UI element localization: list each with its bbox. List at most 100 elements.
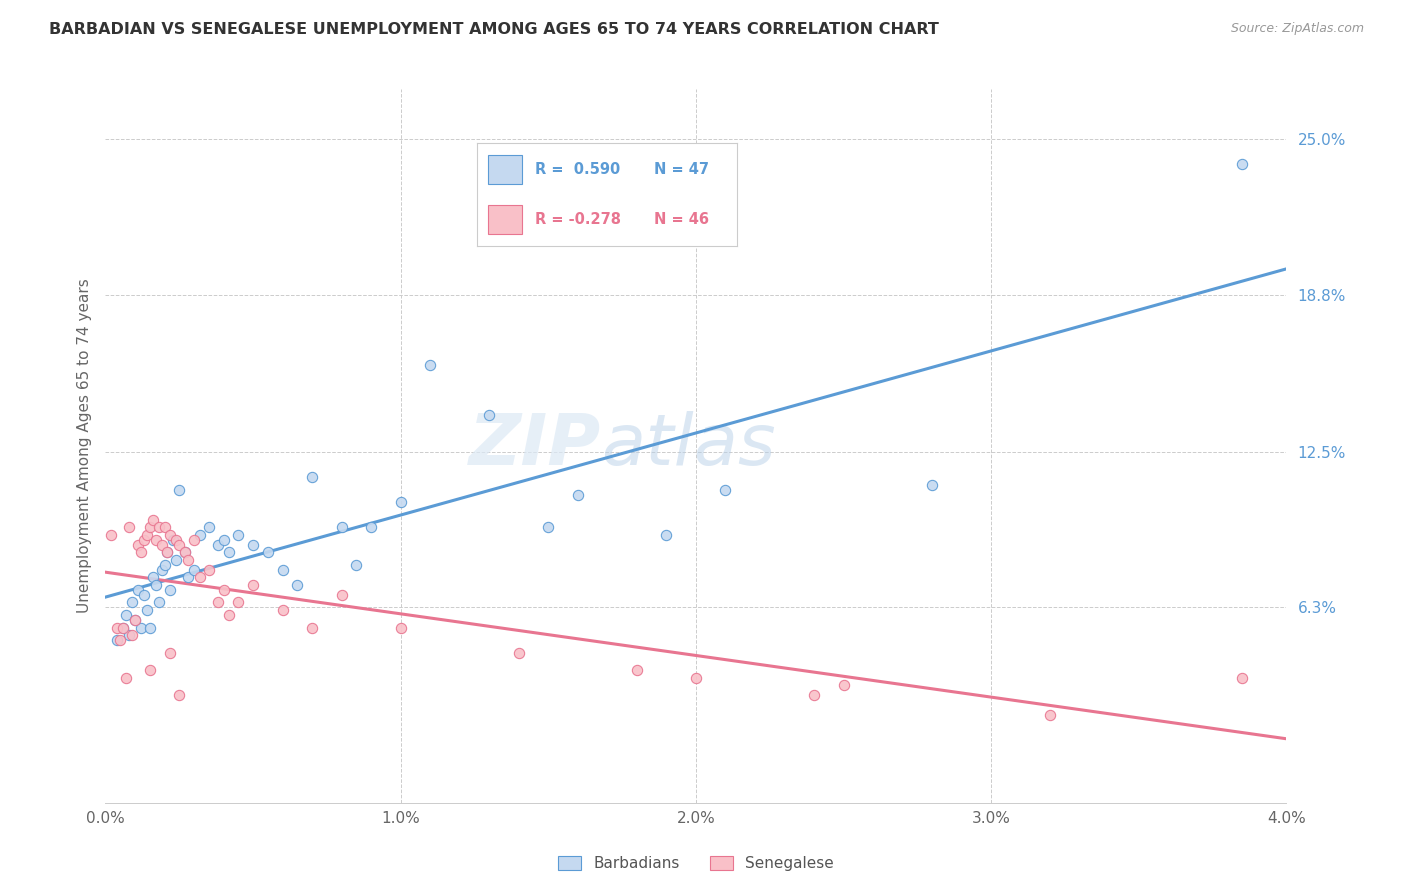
Point: [271, 603, 294, 617]
Point: [177, 570, 200, 584]
Point: [150, 538, 173, 552]
Point: [159, 582, 181, 597]
Point: [118, 520, 141, 534]
Point: [138, 621, 162, 635]
Point: [197, 520, 219, 534]
Point: [212, 582, 235, 597]
Point: [124, 613, 146, 627]
Point: [174, 545, 197, 559]
Point: [207, 595, 229, 609]
Point: [174, 545, 197, 559]
Point: [832, 678, 855, 692]
Point: [135, 528, 157, 542]
Point: [218, 607, 240, 622]
FancyBboxPatch shape: [488, 155, 522, 184]
Point: [132, 533, 155, 547]
Point: [142, 570, 165, 584]
Point: [228, 528, 250, 542]
Text: N = 46: N = 46: [654, 211, 709, 227]
Point: [207, 538, 229, 552]
Point: [105, 633, 128, 648]
Point: [218, 545, 240, 559]
Point: [169, 483, 191, 497]
Point: [153, 558, 176, 572]
Point: [508, 646, 530, 660]
Point: [242, 578, 264, 592]
Point: [567, 488, 589, 502]
Point: [124, 613, 146, 627]
Point: [112, 621, 135, 635]
Point: [183, 563, 205, 577]
Point: [330, 588, 353, 602]
Point: [1039, 708, 1062, 723]
Point: [110, 633, 132, 648]
Point: [145, 533, 167, 547]
Point: [138, 663, 162, 677]
Point: [100, 528, 122, 542]
Point: [121, 628, 143, 642]
Point: [257, 545, 280, 559]
Point: [165, 553, 187, 567]
Point: [145, 578, 167, 592]
Point: [419, 358, 441, 372]
Point: [330, 520, 353, 534]
Point: [159, 646, 181, 660]
Point: [714, 483, 737, 497]
Point: [150, 563, 173, 577]
Point: [228, 595, 250, 609]
Point: [142, 513, 165, 527]
Point: [271, 563, 294, 577]
Point: [121, 595, 143, 609]
Text: ZIP: ZIP: [470, 411, 602, 481]
Point: [301, 470, 323, 484]
Y-axis label: Unemployment Among Ages 65 to 74 years: Unemployment Among Ages 65 to 74 years: [76, 278, 91, 614]
Point: [127, 538, 149, 552]
Point: [177, 553, 200, 567]
Point: [360, 520, 382, 534]
Point: [115, 671, 138, 685]
Point: [162, 533, 184, 547]
Point: [655, 528, 678, 542]
Point: [197, 563, 219, 577]
Point: [188, 528, 211, 542]
Point: [389, 495, 412, 509]
Point: [183, 533, 205, 547]
Point: [129, 545, 152, 559]
Point: [159, 528, 181, 542]
Point: [169, 688, 191, 702]
Point: [127, 582, 149, 597]
Point: [537, 520, 560, 534]
Point: [921, 478, 943, 492]
Text: R = -0.278: R = -0.278: [534, 211, 620, 227]
Text: Source: ZipAtlas.com: Source: ZipAtlas.com: [1230, 22, 1364, 36]
Point: [148, 595, 170, 609]
Point: [132, 588, 155, 602]
Point: [242, 538, 264, 552]
Point: [153, 520, 176, 534]
Point: [138, 520, 162, 534]
Point: [685, 671, 707, 685]
Point: [212, 533, 235, 547]
Point: [188, 570, 211, 584]
Point: [1232, 671, 1254, 685]
Point: [389, 621, 412, 635]
Point: [346, 558, 368, 572]
Point: [1232, 157, 1254, 171]
Point: [112, 621, 135, 635]
Point: [169, 538, 191, 552]
Text: BARBADIAN VS SENEGALESE UNEMPLOYMENT AMONG AGES 65 TO 74 YEARS CORRELATION CHART: BARBADIAN VS SENEGALESE UNEMPLOYMENT AMO…: [49, 22, 939, 37]
Text: atlas: atlas: [602, 411, 776, 481]
Point: [478, 408, 501, 422]
Legend: Barbadians, Senegalese: Barbadians, Senegalese: [553, 850, 839, 877]
Point: [148, 520, 170, 534]
Point: [115, 607, 138, 622]
Text: N = 47: N = 47: [654, 162, 709, 178]
Point: [803, 688, 825, 702]
Point: [301, 621, 323, 635]
Point: [135, 603, 157, 617]
Point: [105, 621, 128, 635]
Point: [287, 578, 309, 592]
Point: [156, 545, 179, 559]
FancyBboxPatch shape: [488, 205, 522, 234]
Text: R =  0.590: R = 0.590: [534, 162, 620, 178]
